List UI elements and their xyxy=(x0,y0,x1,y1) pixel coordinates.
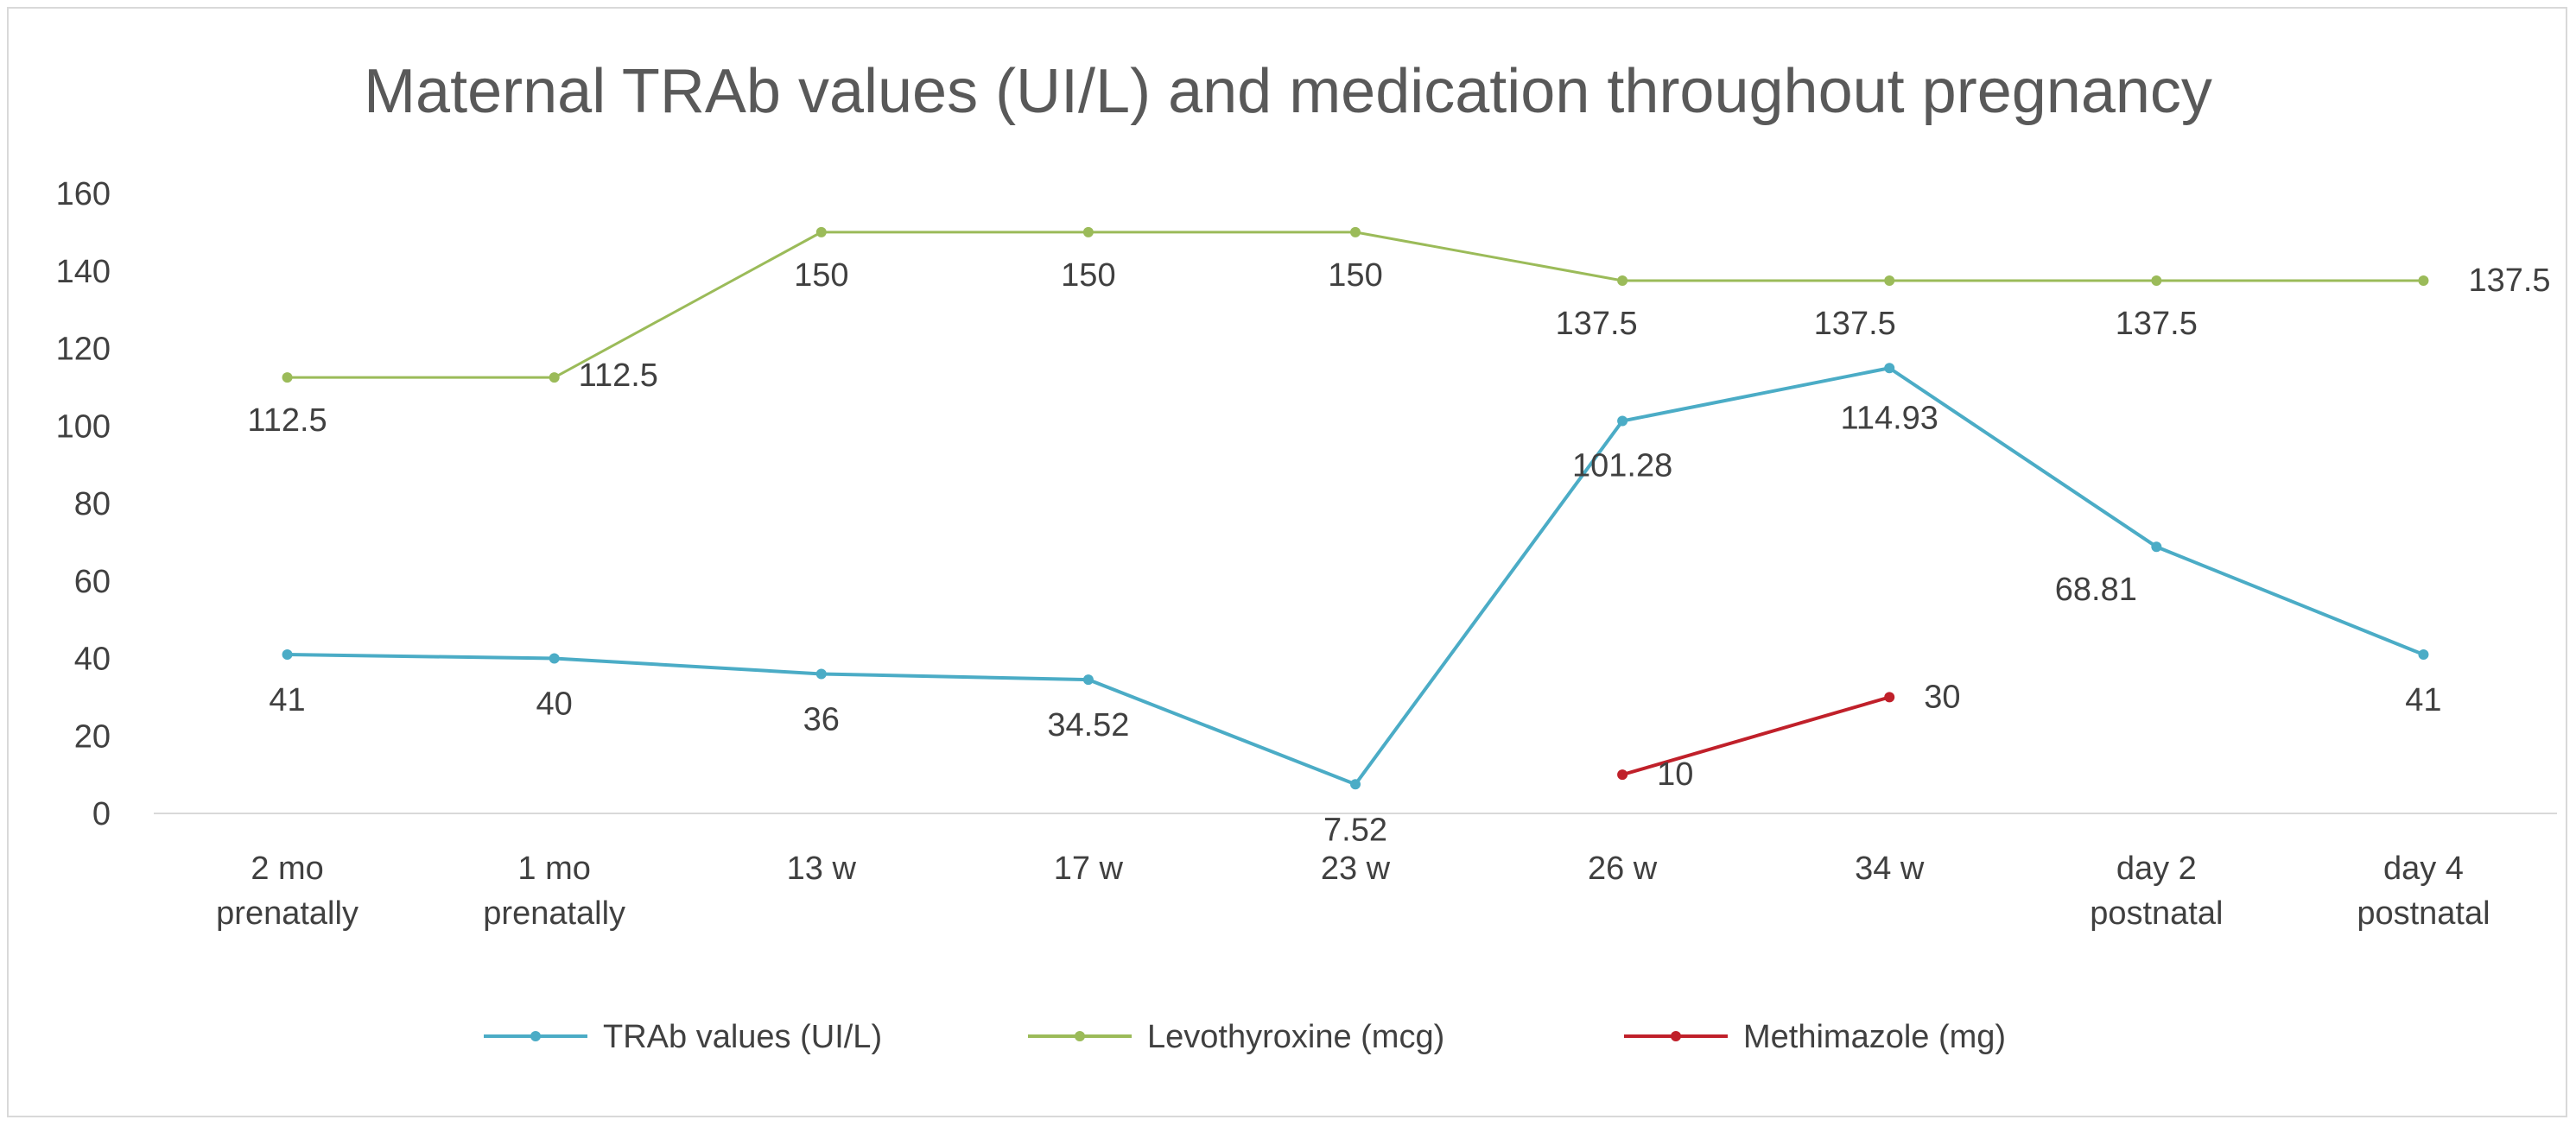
x-tick-label-line: 1 mo xyxy=(517,851,590,887)
x-tick-label-line: postnatal xyxy=(2090,895,2223,932)
y-axis: 0 20 40 60 80 100 120 140 160 xyxy=(56,176,111,832)
data-point xyxy=(549,372,560,383)
data-point xyxy=(1884,363,1895,374)
data-point xyxy=(1884,275,1895,286)
data-point xyxy=(1617,275,1628,286)
legend: TRAb values (UI/L) Levothyroxine (mcg) Met… xyxy=(484,1019,2006,1055)
data-point xyxy=(549,653,560,664)
x-tick-label-line: 17 w xyxy=(1054,851,1124,887)
legend-item: Levothyroxine (mcg) xyxy=(1028,1019,1444,1055)
data-point xyxy=(2151,275,2162,286)
data-point xyxy=(1082,226,1094,237)
x-tick-label-line: 13 w xyxy=(787,851,857,887)
data-label: 137.5 xyxy=(2468,263,2550,299)
y-tick-label: 100 xyxy=(56,408,111,445)
series-1 xyxy=(282,226,2429,383)
y-tick-label: 140 xyxy=(56,254,111,290)
data-label: 112.5 xyxy=(247,402,327,439)
x-tick-label-line: prenatally xyxy=(216,895,358,932)
data-point xyxy=(282,372,293,383)
x-tick-label: 13 w xyxy=(787,851,857,887)
data-point xyxy=(2151,541,2162,553)
x-tick-label: 26 w xyxy=(1588,851,1658,887)
data-point xyxy=(1884,692,1895,703)
x-tick-label: 34 w xyxy=(1855,851,1925,887)
data-label: 36 xyxy=(803,701,840,737)
data-label: 137.5 xyxy=(1556,306,1638,342)
y-tick-label: 0 xyxy=(92,796,111,832)
y-tick-label: 160 xyxy=(56,176,111,212)
x-tick-label: day 4 postnatal xyxy=(2357,851,2490,932)
data-point xyxy=(1350,779,1361,790)
series-0 xyxy=(282,363,2429,790)
chart-frame xyxy=(7,7,2567,1117)
data-label: 41 xyxy=(2405,682,2441,718)
data-label: 30 xyxy=(1924,679,1960,715)
data-point xyxy=(1350,226,1361,237)
data-label: 101.28 xyxy=(1572,448,1672,484)
x-tick-label: day 2 postnatal xyxy=(2090,851,2223,932)
series-2 xyxy=(1617,692,1895,781)
data-point xyxy=(815,226,827,237)
legend-label: Methimazole (mg) xyxy=(1743,1019,2006,1055)
data-label: 40 xyxy=(536,686,573,723)
data-point xyxy=(2418,649,2429,661)
legend-label: TRAb values (UI/L) xyxy=(603,1019,882,1055)
legend-swatch-marker xyxy=(530,1031,541,1041)
data-label: 150 xyxy=(1061,257,1115,294)
chart-title: Maternal TRAb values (UI/L) and medicati… xyxy=(364,57,2212,126)
legend-item: TRAb values (UI/L) xyxy=(484,1019,882,1055)
data-labels: 41 40 36 34.52 7.52 101.28 114.93 68.81 41 112.5 1… xyxy=(247,257,2550,848)
x-tick-label-line: prenatally xyxy=(483,895,625,932)
x-tick-label-line: 34 w xyxy=(1855,851,1925,887)
y-tick-label: 80 xyxy=(74,486,111,522)
x-tick-label: 17 w xyxy=(1054,851,1124,887)
legend-swatch-marker xyxy=(1075,1031,1085,1041)
x-tick-label-line: day 2 xyxy=(2116,851,2197,887)
y-tick-label: 60 xyxy=(74,564,111,600)
x-tick-label: 23 w xyxy=(1321,851,1391,887)
data-label: 68.81 xyxy=(2055,572,2137,608)
data-label: 150 xyxy=(794,257,848,294)
data-point xyxy=(2418,275,2429,286)
legend-label: Levothyroxine (mcg) xyxy=(1147,1019,1444,1055)
data-point xyxy=(1617,769,1628,781)
data-label: 137.5 xyxy=(1814,306,1896,342)
data-label: 34.52 xyxy=(1047,707,1129,743)
x-tick-label-line: day 4 xyxy=(2383,851,2464,887)
data-label: 114.93 xyxy=(1841,400,1938,436)
data-label: 7.52 xyxy=(1323,812,1387,848)
series-group xyxy=(282,226,2429,790)
y-tick-label: 20 xyxy=(74,718,111,755)
y-tick-label: 120 xyxy=(56,332,111,368)
x-tick-label-line: postnatal xyxy=(2357,895,2490,932)
x-tick-label-line: 23 w xyxy=(1321,851,1391,887)
data-point xyxy=(815,668,827,680)
data-label: 137.5 xyxy=(2116,306,2198,342)
x-tick-label-line: 2 mo xyxy=(251,851,323,887)
x-tick-label: 1 mo prenatally xyxy=(483,851,625,932)
legend-swatch-marker xyxy=(1671,1031,1681,1041)
series-line xyxy=(1621,695,1890,777)
data-label: 10 xyxy=(1657,756,1693,793)
data-point xyxy=(1082,674,1094,686)
data-point xyxy=(282,649,293,661)
y-tick-label: 40 xyxy=(74,642,111,678)
data-label: 41 xyxy=(269,682,305,718)
data-point xyxy=(1617,415,1628,427)
x-tick-label-line: 26 w xyxy=(1588,851,1658,887)
data-label: 150 xyxy=(1328,257,1382,294)
series-line xyxy=(287,231,2424,379)
x-tick-label: 2 mo prenatally xyxy=(216,851,358,932)
x-axis: 2 mo prenatally 1 mo prenatally 13 w 17 w 23 w… xyxy=(216,851,2490,932)
data-label: 112.5 xyxy=(579,357,658,394)
legend-item: Methimazole (mg) xyxy=(1624,1019,2006,1055)
